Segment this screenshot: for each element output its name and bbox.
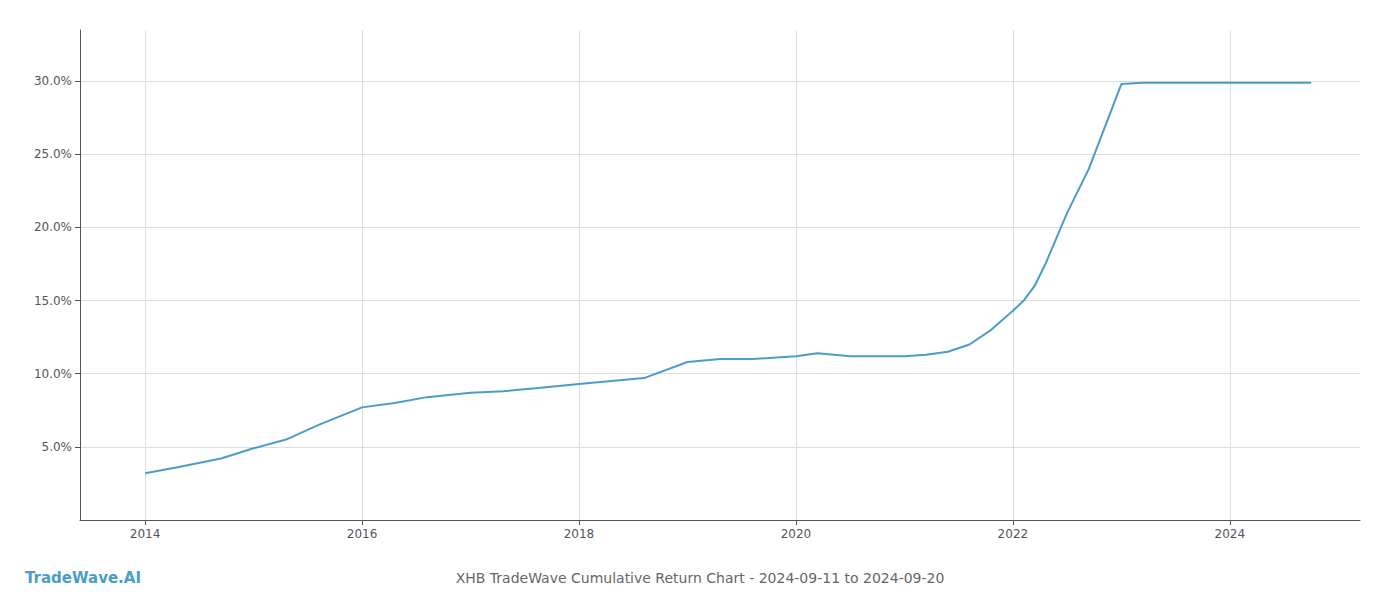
svg-text:TradeWave.AI: TradeWave.AI [25,569,141,587]
svg-text:5.0%: 5.0% [42,440,73,454]
svg-text:10.0%: 10.0% [34,367,72,381]
svg-text:2022: 2022 [998,527,1029,541]
svg-text:2024: 2024 [1215,527,1246,541]
svg-text:2014: 2014 [130,527,161,541]
svg-text:XHB TradeWave Cumulative Retur: XHB TradeWave Cumulative Return Chart - … [456,570,945,586]
svg-text:2016: 2016 [347,527,378,541]
svg-text:30.0%: 30.0% [34,74,72,88]
svg-text:25.0%: 25.0% [34,147,72,161]
svg-text:2018: 2018 [564,527,595,541]
svg-text:15.0%: 15.0% [34,294,72,308]
svg-text:2020: 2020 [781,527,812,541]
svg-text:20.0%: 20.0% [34,220,72,234]
